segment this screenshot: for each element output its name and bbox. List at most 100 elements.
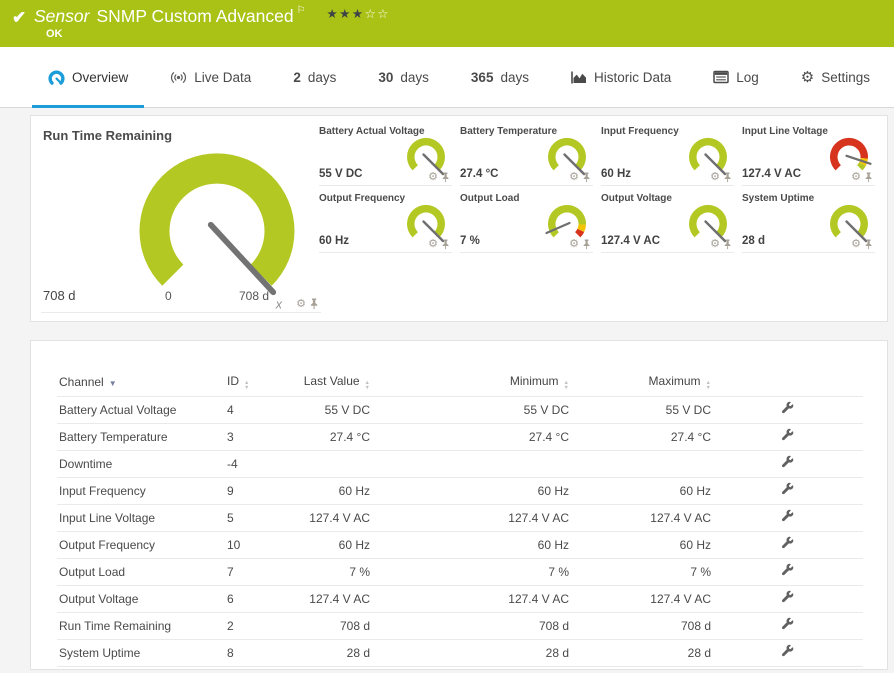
gear-icon[interactable]: ⚙ [296, 297, 306, 310]
gear-icon[interactable]: ⚙ [569, 238, 579, 250]
cell-minimum [372, 450, 571, 478]
cell-maximum: 127.4 V AC [571, 585, 713, 613]
tab-label: Historic Data [593, 69, 672, 85]
channel-settings-wrench-icon[interactable] [781, 536, 795, 553]
gauge-value: 127.4 V AC [742, 168, 802, 180]
flag-icon[interactable]: ⚐ [296, 5, 306, 16]
pin-icon[interactable] [723, 239, 732, 250]
pin-icon[interactable] [864, 239, 873, 250]
table-row[interactable]: Output Load 7 7 % 7 % 7 % [57, 558, 863, 586]
gear-icon[interactable]: ⚙ [428, 171, 438, 183]
column-header-maximum[interactable]: Maximum ▲ ▼ [571, 369, 713, 397]
cell-channel[interactable]: Battery Temperature [57, 423, 225, 451]
tab-label: Live Data [194, 69, 252, 85]
tab-label: days [500, 69, 529, 85]
column-header-id[interactable]: ID ▲ ▼ [225, 369, 287, 397]
tab-overview[interactable]: Overview [31, 47, 145, 108]
cell-channel[interactable]: System Uptime [57, 639, 225, 667]
gear-icon[interactable]: ⚙ [851, 238, 861, 250]
gear-icon: ⚙ [800, 68, 815, 86]
gear-icon[interactable]: ⚙ [710, 171, 720, 183]
cell-channel[interactable]: Output Load [57, 558, 225, 586]
channel-settings-wrench-icon[interactable] [781, 455, 795, 472]
channel-settings-wrench-icon[interactable] [781, 509, 795, 526]
primary-gauge-cell-run-time-remaining[interactable]: Run Time Remaining x 0 708 d 708 d ⚙ [41, 124, 321, 313]
pin-icon[interactable] [582, 172, 591, 183]
table-row[interactable]: Battery Temperature 3 27.4 °C 27.4 °C 27… [57, 423, 863, 451]
cell-channel[interactable]: Input Frequency [57, 477, 225, 505]
cell-last-value: 55 V DC [287, 396, 372, 424]
table-row[interactable]: Input Line Voltage 5 127.4 V AC 127.4 V … [57, 504, 863, 532]
cell-channel[interactable]: Input Line Voltage [57, 504, 225, 532]
gauge-cell-output-frequency[interactable]: Output Frequency 60 Hz ⚙ [319, 191, 452, 253]
cell-last-value: 7 % [287, 558, 372, 586]
gauge-actions: ⚙ [569, 172, 591, 183]
channel-settings-wrench-icon[interactable] [781, 617, 795, 634]
gauge-cell-input-frequency[interactable]: Input Frequency 60 Hz ⚙ [601, 124, 734, 186]
gauge-cell-battery-actual-voltage[interactable]: Battery Actual Voltage 55 V DC ⚙ [319, 124, 452, 186]
column-header-last-value[interactable]: Last Value ▲ ▼ [287, 369, 372, 397]
table-row[interactable]: System Uptime 8 28 d 28 d 28 d [57, 639, 863, 667]
tab-historic-data[interactable]: Historic Data [571, 47, 671, 107]
channel-settings-wrench-icon[interactable] [781, 644, 795, 661]
table-row[interactable]: Output Frequency 10 60 Hz 60 Hz 60 Hz [57, 531, 863, 559]
gauge-title: Output Load [460, 193, 520, 204]
small-gauges-grid: Battery Actual Voltage 55 V DC ⚙ Battery… [319, 124, 875, 253]
gear-icon[interactable]: ⚙ [851, 171, 861, 183]
tab-365-days[interactable]: 365 days [471, 47, 529, 107]
cell-id: 4 [225, 396, 287, 424]
area-chart-icon [571, 70, 587, 85]
pin-icon[interactable] [309, 298, 319, 310]
tab-log[interactable]: Log [713, 47, 759, 107]
gear-icon[interactable]: ⚙ [428, 238, 438, 250]
table-row[interactable]: Downtime -4 [57, 450, 863, 478]
cell-channel[interactable]: Downtime [57, 450, 225, 478]
log-list-icon [713, 70, 730, 84]
table-row[interactable]: Output Voltage 6 127.4 V AC 127.4 V AC 1… [57, 585, 863, 613]
channel-settings-wrench-icon[interactable] [781, 428, 795, 445]
cell-channel[interactable]: Output Voltage [57, 585, 225, 613]
table-row[interactable]: Input Frequency 9 60 Hz 60 Hz 60 Hz [57, 477, 863, 505]
table-row[interactable]: Run Time Remaining 2 708 d 708 d 708 d [57, 612, 863, 640]
column-header-channel[interactable]: Channel ▼ [57, 369, 225, 397]
tab-settings[interactable]: ⚙ Settings [801, 47, 870, 107]
channel-settings-wrench-icon[interactable] [781, 590, 795, 607]
column-header-minimum[interactable]: Minimum ▲ ▼ [372, 369, 571, 397]
tab-live-data[interactable]: Live Data [170, 47, 251, 107]
gauge-cell-output-voltage[interactable]: Output Voltage 127.4 V AC ⚙ [601, 191, 734, 253]
tab-day-count: 30 [378, 69, 394, 85]
gauge-cell-input-line-voltage[interactable]: Input Line Voltage 127.4 V AC ⚙ [742, 124, 875, 186]
tab-day-count: 2 [293, 69, 301, 85]
cell-channel[interactable]: Run Time Remaining [57, 612, 225, 640]
pin-icon[interactable] [723, 172, 732, 183]
cell-channel[interactable]: Battery Actual Voltage [57, 396, 225, 424]
status-ok-check-icon: ✔ [12, 8, 27, 27]
pin-icon[interactable] [441, 239, 450, 250]
sort-icon: ▲ ▼ [364, 380, 370, 391]
sort-icon: ▲ ▼ [563, 380, 569, 391]
table-row[interactable]: Battery Actual Voltage 4 55 V DC 55 V DC… [57, 396, 863, 424]
gear-icon[interactable]: ⚙ [569, 171, 579, 183]
pin-icon[interactable] [864, 172, 873, 183]
priority-stars-empty[interactable]: ☆☆ [364, 7, 390, 21]
tab-2-days[interactable]: 2 days [293, 47, 336, 107]
cell-last-value: 60 Hz [287, 531, 372, 559]
channel-settings-wrench-icon[interactable] [781, 482, 795, 499]
pin-icon[interactable] [582, 239, 591, 250]
gear-icon[interactable]: ⚙ [710, 238, 720, 250]
tab-30-days[interactable]: 30 days [378, 47, 429, 107]
channel-settings-wrench-icon[interactable] [781, 563, 795, 580]
priority-stars-filled[interactable]: ★★★ [326, 7, 365, 21]
cell-channel[interactable]: Output Frequency [57, 531, 225, 559]
gauge-cell-battery-temperature[interactable]: Battery Temperature 27.4 °C ⚙ [460, 124, 593, 186]
priority-stars[interactable]: ★★★☆☆ [326, 7, 390, 21]
gauge-cell-system-uptime[interactable]: System Uptime 28 d ⚙ [742, 191, 875, 253]
tab-label: days [400, 69, 429, 85]
gauge-cell-output-load[interactable]: Output Load 7 % ⚙ [460, 191, 593, 253]
cell-id: 8 [225, 639, 287, 667]
pin-icon[interactable] [441, 172, 450, 183]
cell-minimum: 55 V DC [372, 396, 571, 424]
channel-settings-wrench-icon[interactable] [781, 401, 795, 418]
gauge-title: Input Line Voltage [742, 126, 828, 137]
cell-maximum: 28 d [571, 639, 713, 667]
